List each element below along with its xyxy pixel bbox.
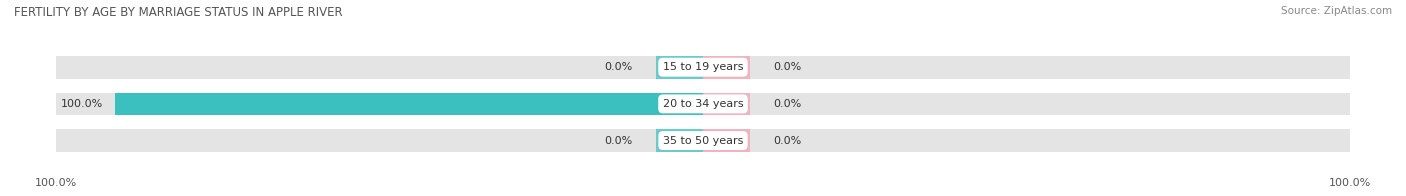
Bar — [115, 93, 703, 115]
Text: 35 to 50 years: 35 to 50 years — [662, 136, 744, 146]
Bar — [56, 56, 1350, 79]
Bar — [56, 93, 1350, 115]
Text: 0.0%: 0.0% — [605, 62, 633, 72]
Bar — [657, 56, 703, 79]
Text: 15 to 19 years: 15 to 19 years — [662, 62, 744, 72]
Text: 0.0%: 0.0% — [605, 136, 633, 146]
Bar — [56, 129, 1350, 152]
Bar — [657, 129, 703, 152]
Bar — [703, 56, 749, 79]
Text: 100.0%: 100.0% — [1329, 178, 1371, 188]
Text: 20 to 34 years: 20 to 34 years — [662, 99, 744, 109]
Bar — [703, 93, 749, 115]
Text: 0.0%: 0.0% — [773, 99, 801, 109]
Text: Source: ZipAtlas.com: Source: ZipAtlas.com — [1281, 6, 1392, 16]
Text: FERTILITY BY AGE BY MARRIAGE STATUS IN APPLE RIVER: FERTILITY BY AGE BY MARRIAGE STATUS IN A… — [14, 6, 343, 19]
Text: 0.0%: 0.0% — [773, 62, 801, 72]
Text: 100.0%: 100.0% — [35, 178, 77, 188]
Text: 100.0%: 100.0% — [60, 99, 103, 109]
Bar — [703, 129, 749, 152]
Text: 0.0%: 0.0% — [773, 136, 801, 146]
